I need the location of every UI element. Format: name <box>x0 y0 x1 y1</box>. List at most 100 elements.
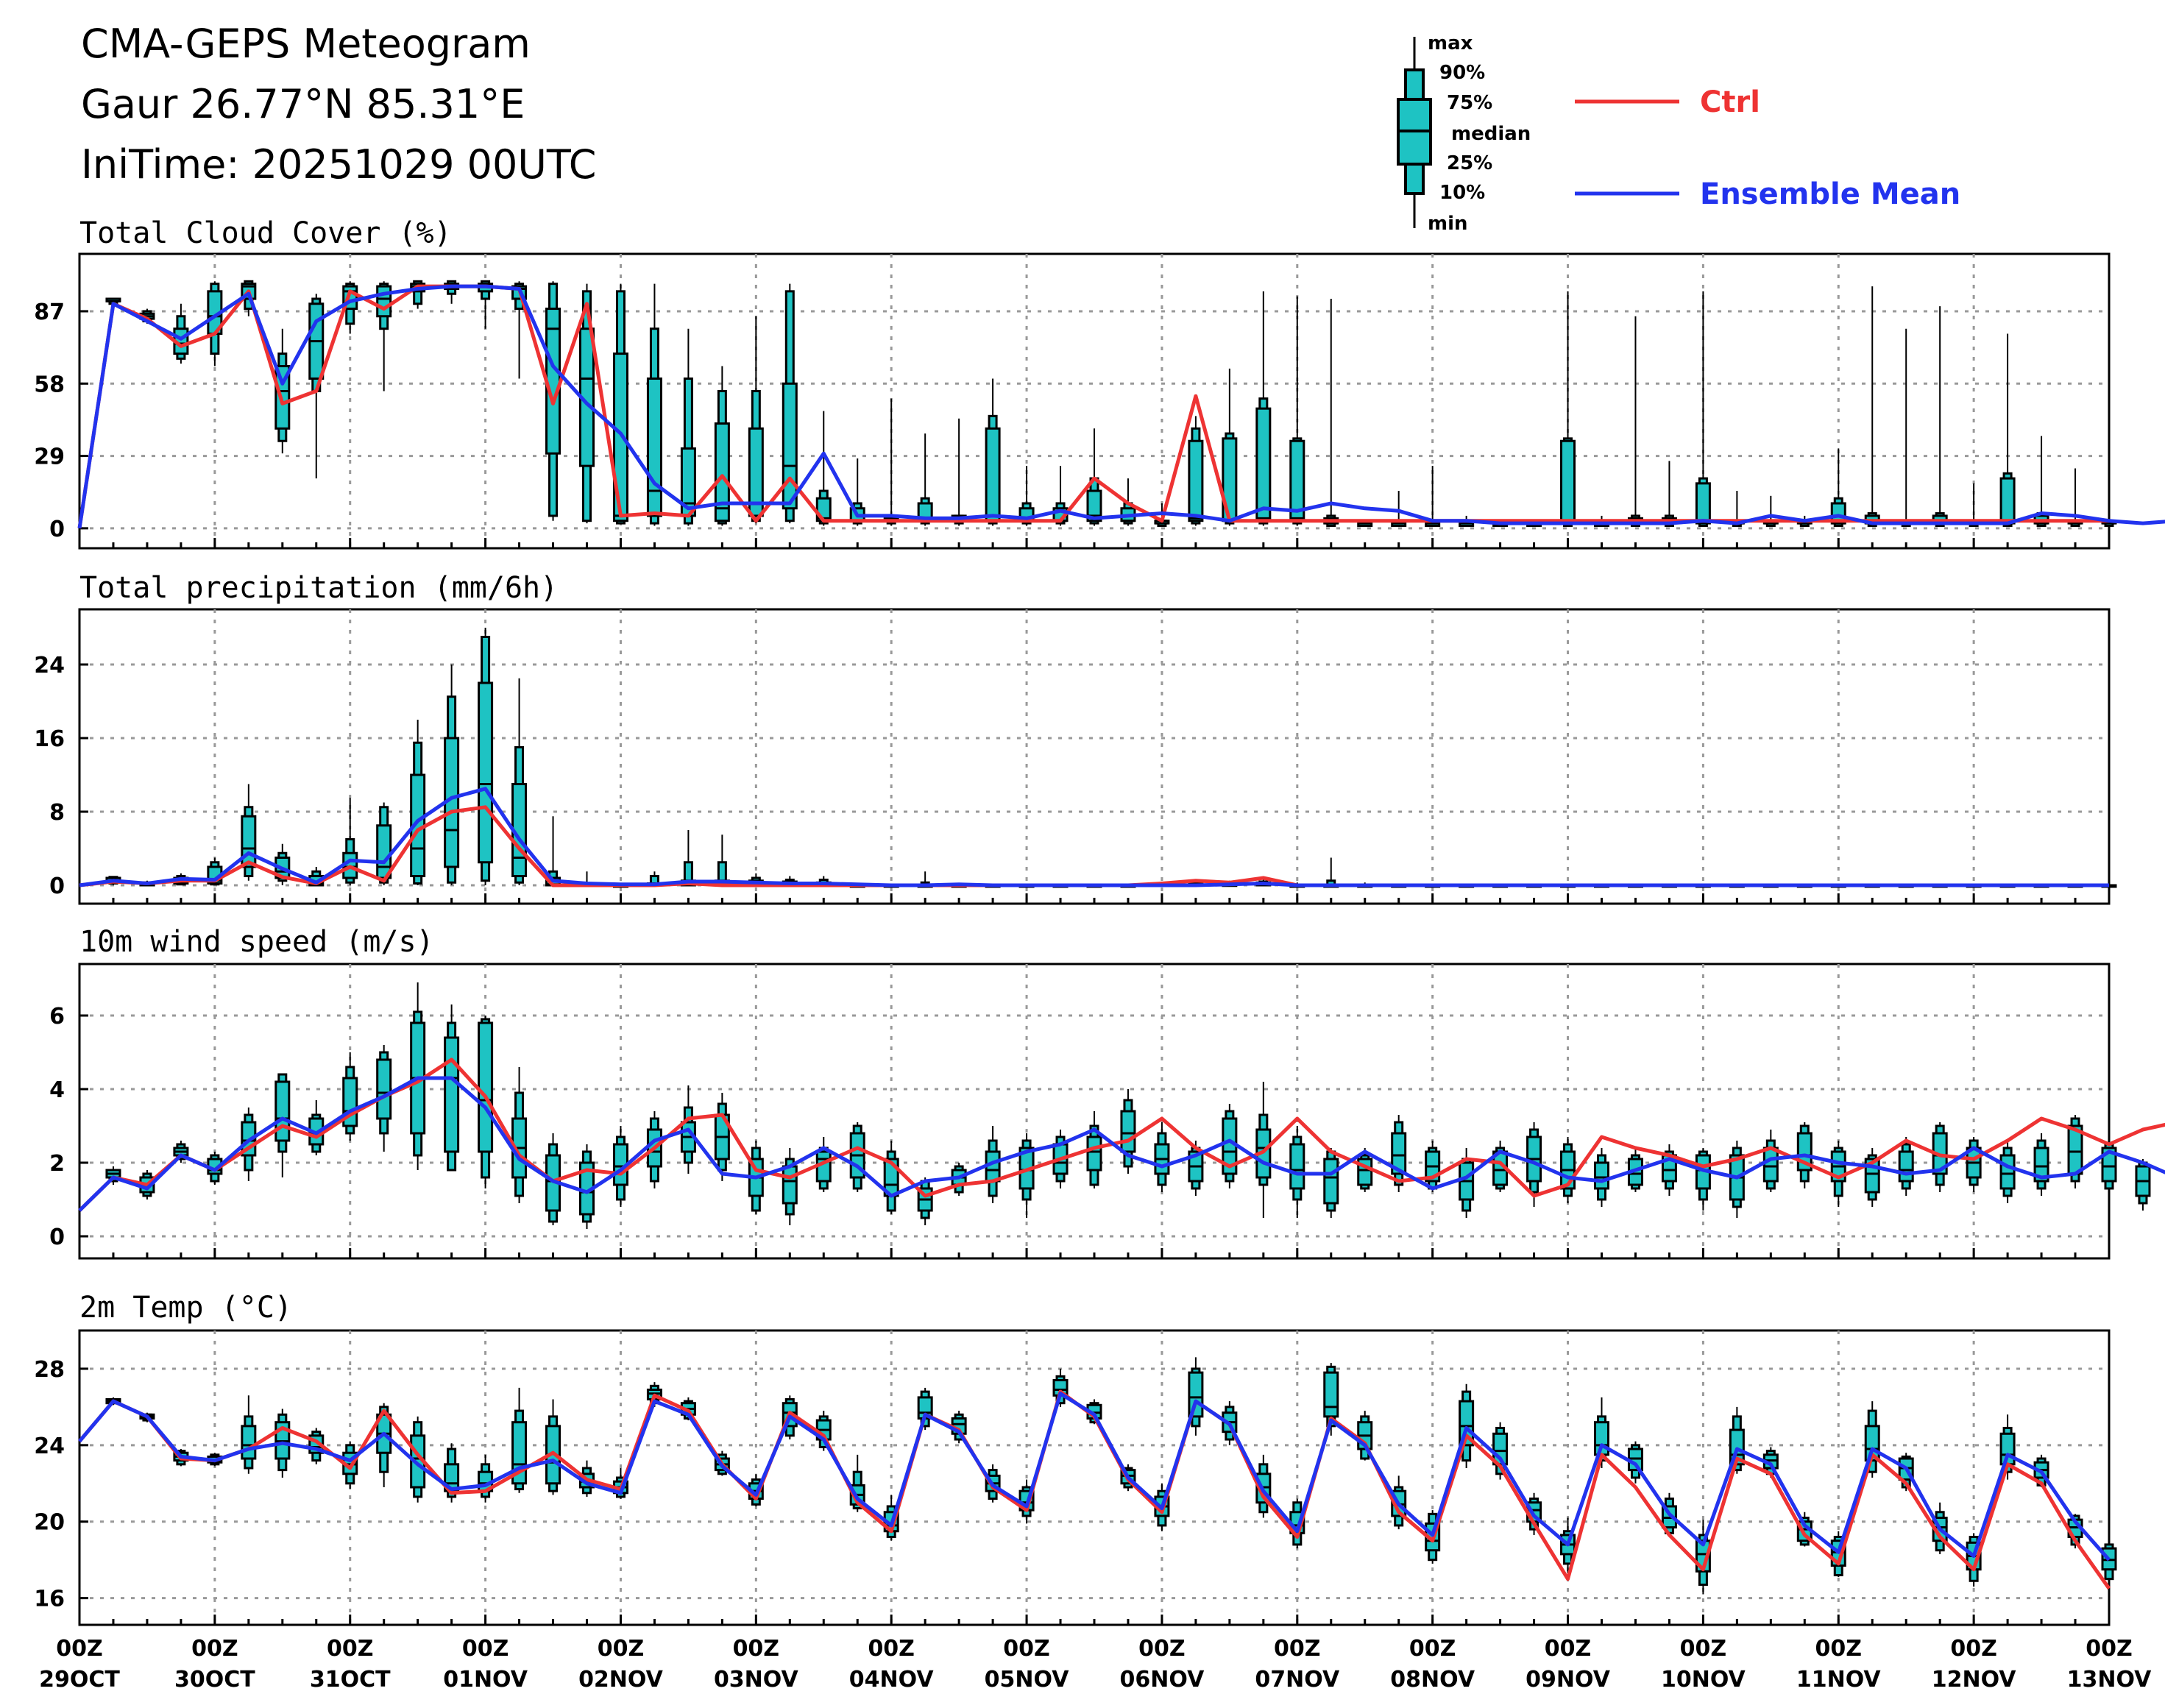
box-60 <box>2101 1141 2117 1196</box>
box-19 <box>714 834 730 887</box>
x-tick-label-date: 09NOV <box>1526 1667 1611 1693</box>
location-label: Gaur 26.77°N 85.31°E <box>81 81 525 127</box>
box-p25-p75 <box>376 285 392 318</box>
x-tick-label-time: 00Z <box>1274 1636 1321 1662</box>
box-32 <box>1154 1122 1170 1192</box>
x-tick-label-time: 00Z <box>598 1636 645 1662</box>
x-tick-label-time: 00Z <box>868 1636 915 1662</box>
box-19 <box>714 366 730 526</box>
x-tick-label-time: 00Z <box>1409 1636 1456 1662</box>
y-tick-label: 28 <box>34 1357 65 1383</box>
box-p25-p75 <box>1086 489 1102 522</box>
box-46 <box>1627 1441 1643 1484</box>
box-11 <box>444 665 460 885</box>
box-37 <box>1323 1148 1339 1218</box>
box-11 <box>444 1004 460 1172</box>
x-tick-label-time: 00Z <box>2086 1636 2133 1662</box>
box-22 <box>815 411 832 526</box>
ctrl-line <box>77 284 2109 529</box>
box-p25-p75 <box>1695 482 1711 525</box>
panel-cloud: 0 29 58 87 <box>34 252 2165 550</box>
box-14 <box>545 1399 561 1495</box>
box-23 <box>849 1122 865 1192</box>
box-53 <box>1864 1148 1880 1207</box>
x-tick-label-time: 00Z <box>1545 1636 1592 1662</box>
box-44 <box>1560 291 1576 527</box>
y-tick-label: 58 <box>34 372 65 397</box>
y-tick-label: 29 <box>34 444 65 470</box>
box-15 <box>579 1144 595 1229</box>
box-p25-p75 <box>241 815 257 868</box>
panel-precip: 0 8 16 24 <box>34 608 2117 905</box>
x-tick-label-time: 00Z <box>327 1636 374 1662</box>
x-tick-label-date: 12NOV <box>1932 1667 2017 1693</box>
ensemble-mean-line <box>78 1076 2165 1212</box>
y-tick-label: 2 <box>49 1151 65 1177</box>
ensemble-mean-line <box>78 1392 2111 1562</box>
box-61 <box>2135 1159 2151 1211</box>
box-57 <box>1999 333 2016 527</box>
box-25 <box>917 433 933 526</box>
box-36 <box>1289 1126 1305 1218</box>
box-p25-p75 <box>748 427 764 517</box>
legend-label-p25: 25% <box>1447 152 1492 174</box>
chart-title: CMA-GEPS Meteogram <box>81 21 531 67</box>
y-tick-label: 16 <box>34 1587 65 1612</box>
x-tick-label-date: 07NOV <box>1255 1667 1340 1693</box>
box-17 <box>646 283 662 526</box>
box-p25-p75 <box>1999 477 2016 525</box>
x-tick-label-date: 29OCT <box>39 1667 120 1693</box>
y-tick-label: 8 <box>49 800 65 826</box>
box-p25-p75 <box>1560 439 1576 525</box>
box-8 <box>342 798 358 885</box>
box-p25-p75 <box>646 377 662 517</box>
box-41 <box>1459 1383 1475 1469</box>
ctrl-line <box>78 1057 2165 1212</box>
box-p25-p75 <box>782 382 798 510</box>
box-9 <box>376 281 392 391</box>
x-tick-label-time: 00Z <box>1680 1636 1727 1662</box>
box-21 <box>782 283 798 524</box>
box-24 <box>883 398 899 526</box>
x-tick-label-time: 00Z <box>191 1636 238 1662</box>
box-49 <box>1729 1141 1745 1218</box>
y-tick-label: 24 <box>34 1434 65 1459</box>
box-10 <box>410 720 426 885</box>
box-37 <box>1323 857 1339 888</box>
y-tick-label: 0 <box>49 517 65 542</box>
box-24 <box>883 1141 899 1214</box>
panel-wind: 0 2 4 6 <box>49 963 2165 1260</box>
box-47 <box>1661 461 1677 527</box>
box-p25-p75 <box>478 681 494 864</box>
box-p25-p75 <box>1762 1147 1779 1183</box>
x-tick-label-date: 08NOV <box>1390 1667 1475 1693</box>
box-p25-p75 <box>1323 1158 1339 1205</box>
x-axis-labels: 00Z 29OCT 00Z 30OCT 00Z 31OCT 00Z 01NOV 00Z 02NOV… <box>39 1636 2152 1693</box>
box-33 <box>1188 416 1204 526</box>
box-41 <box>1459 515 1475 527</box>
box-p25-p75 <box>1323 1371 1339 1418</box>
x-tick-label-date: 02NOV <box>578 1667 664 1693</box>
box-31 <box>1120 1089 1136 1174</box>
box-5 <box>241 1395 257 1474</box>
x-tick-label-date: 06NOV <box>1120 1667 1205 1693</box>
box-p25-p75 <box>714 422 730 522</box>
legend-label-median: median <box>1451 123 1531 145</box>
box-57 <box>1999 1141 2016 1203</box>
box-18 <box>680 830 696 887</box>
x-tick-label-date: 03NOV <box>714 1667 799 1693</box>
box-30 <box>1086 428 1102 526</box>
box-12 <box>478 1454 494 1503</box>
box-p25-p75 <box>1188 439 1204 522</box>
box-p25-p75 <box>612 352 628 522</box>
box-36 <box>1289 296 1305 526</box>
box-33 <box>1188 1357 1204 1436</box>
x-tick-label-date: 31OCT <box>310 1667 391 1693</box>
legend-box-symbol <box>1397 37 1432 228</box>
legend-label-p10: 10% <box>1439 182 1485 204</box>
ensemble-mean-line <box>77 284 2165 529</box>
box-45 <box>1594 1148 1609 1207</box>
box-34 <box>1222 1104 1238 1188</box>
box-30 <box>1086 1111 1102 1188</box>
box-13 <box>511 1067 528 1203</box>
